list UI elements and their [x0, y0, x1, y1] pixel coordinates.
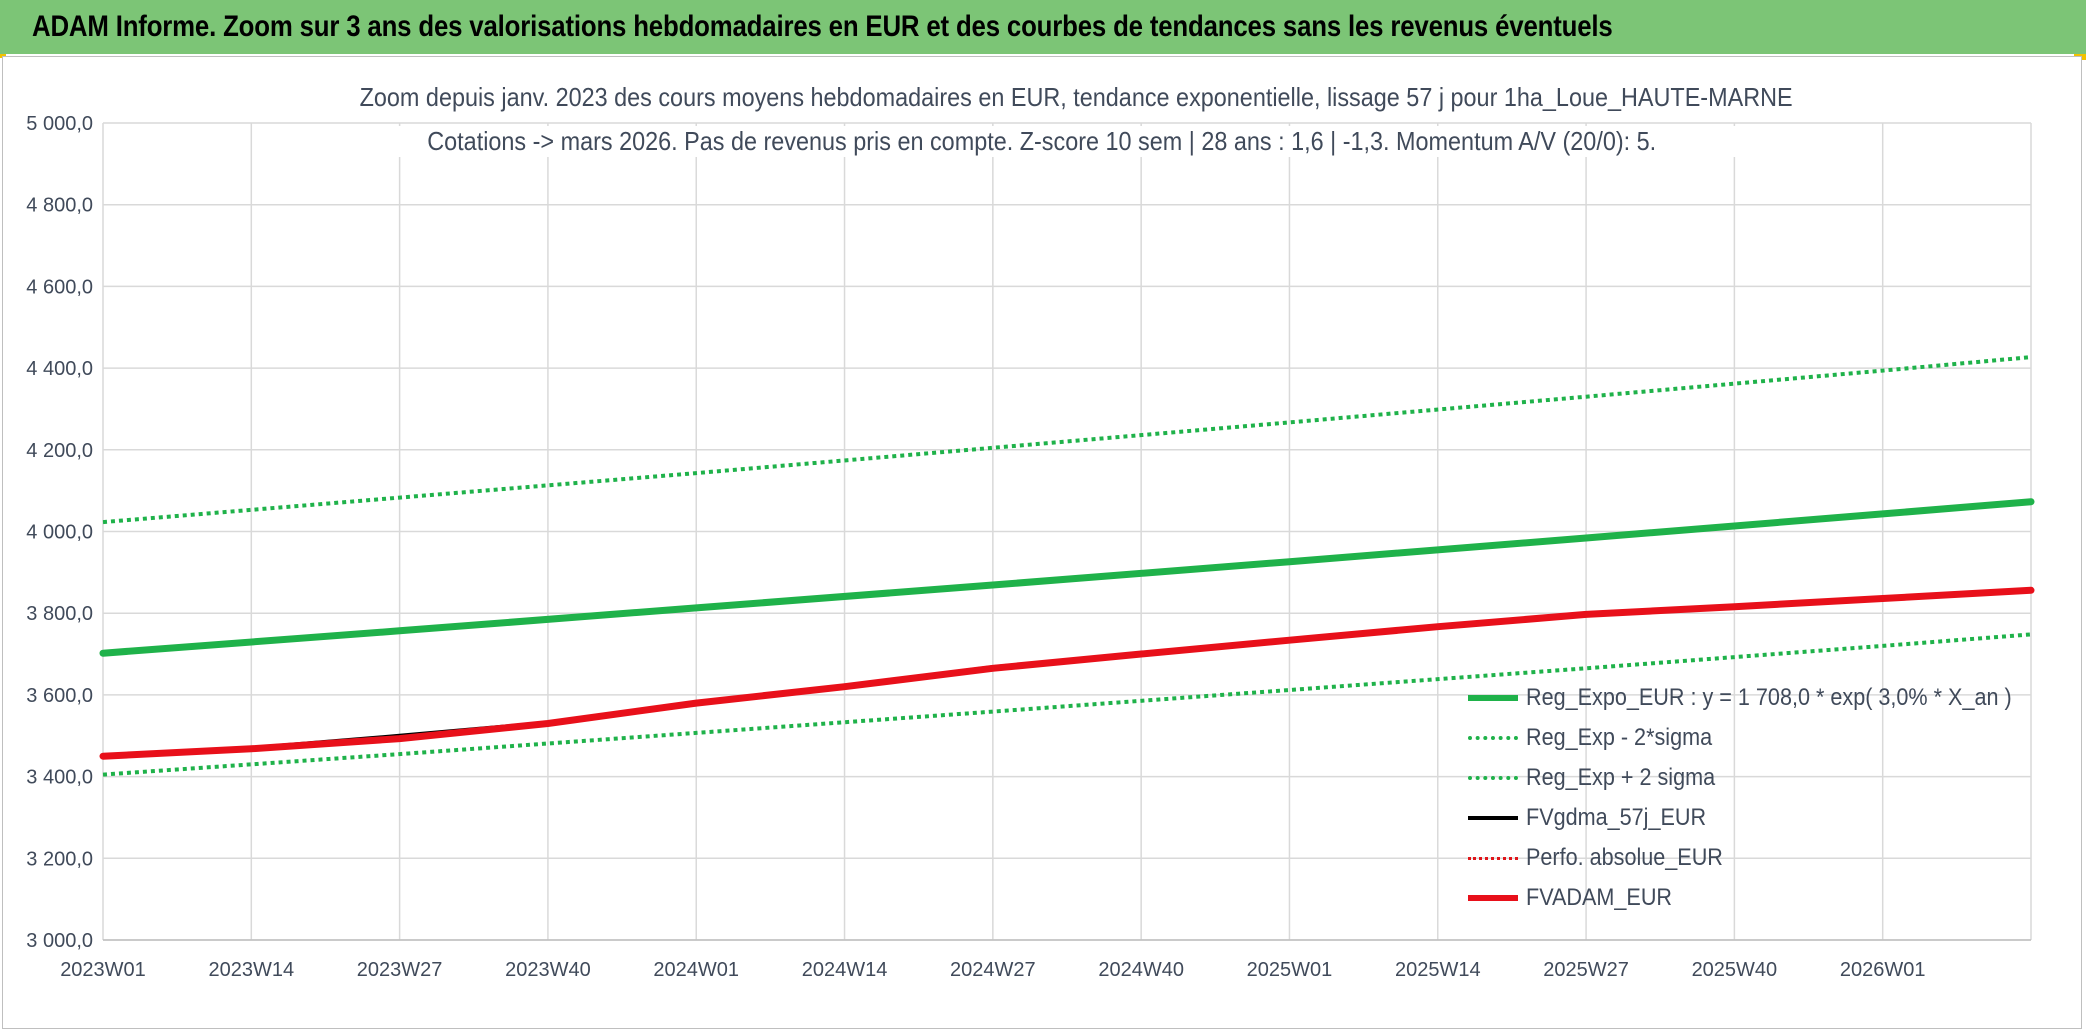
y-tick-label: 3 600,0	[26, 685, 93, 707]
series-line-1	[102, 632, 2032, 777]
line-chart: 3 000,0 3 200,0 3 400,0 3 600,0 3 800,0 4 000…	[26, 113, 2035, 981]
y-tick-label: 4 200,0	[26, 440, 93, 462]
legend-label: Reg_Exp - 2*sigma	[1526, 724, 1713, 751]
chart-legend: Reg_Expo_EUR : y = 1 708,0 * exp( 3,0% *…	[1468, 678, 2038, 918]
legend-item-perfo-absolue: Perfo. absolue_EUR	[1468, 838, 2038, 878]
x-tick-label: 2024W01	[653, 959, 739, 981]
legend-item-fvgdma: FVgdma_57j_EUR	[1468, 798, 2038, 838]
x-tick-label: 2023W14	[208, 959, 294, 981]
series-line-2	[102, 355, 2032, 525]
y-tick-label: 3 200,0	[26, 848, 93, 870]
legend-label: FVADAM_EUR	[1526, 884, 1673, 911]
legend-item-reg-exp-minus: Reg_Exp - 2*sigma	[1468, 718, 2038, 758]
legend-swatch-green-solid	[1468, 695, 1518, 701]
chart-title-line2: Cotations -> mars 2026. Pas de revenus p…	[280, 126, 1804, 157]
x-tick-label: 2025W14	[1395, 959, 1481, 981]
x-tick-label: 2024W40	[1098, 959, 1184, 981]
report-header: ADAM Informe. Zoom sur 3 ans des valoris…	[0, 0, 2086, 54]
y-tick-label: 4 400,0	[26, 358, 93, 380]
legend-swatch-black-solid	[1468, 816, 1518, 820]
legend-label: Reg_Expo_EUR : y = 1 708,0 * exp( 3,0% *…	[1526, 684, 2012, 711]
series-line-5	[99, 586, 2035, 760]
series-layer	[99, 355, 2035, 777]
x-tick-label: 2025W01	[1247, 959, 1333, 981]
x-tick-label: 2025W40	[1692, 959, 1778, 981]
legend-label: Perfo. absolue_EUR	[1526, 844, 1723, 871]
legend-label: Reg_Exp + 2 sigma	[1526, 764, 1716, 791]
chart-title-line1: Zoom depuis janv. 2023 des cours moyens …	[280, 82, 1804, 113]
report-title: ADAM Informe. Zoom sur 3 ans des valoris…	[32, 10, 1613, 43]
legend-swatch-green-dotted	[1468, 776, 1518, 780]
legend-swatch-red-dotted	[1468, 856, 1518, 860]
legend-item-reg-exp-plus: Reg_Exp + 2 sigma	[1468, 758, 2038, 798]
legend-swatch-red-solid	[1468, 895, 1518, 901]
chart-area: 3 000,0 3 200,0 3 400,0 3 600,0 3 800,0 4 000…	[2, 56, 2082, 1029]
legend-item-reg-expo: Reg_Expo_EUR : y = 1 708,0 * exp( 3,0% *…	[1468, 678, 2038, 718]
y-tick-label: 4 600,0	[26, 276, 93, 298]
legend-swatch-green-dotted	[1468, 736, 1518, 740]
y-tick-label: 5 000,0	[26, 113, 93, 135]
x-tick-label: 2024W27	[950, 959, 1036, 981]
y-tick-label: 3 400,0	[26, 767, 93, 789]
x-tick-label: 2023W01	[60, 959, 146, 981]
series-line-0	[99, 498, 2035, 657]
x-tick-label: 2025W27	[1543, 959, 1629, 981]
x-tick-label: 2023W40	[505, 959, 591, 981]
x-tick-label: 2026W01	[1840, 959, 1926, 981]
y-tick-label: 4 800,0	[26, 195, 93, 217]
y-tick-label: 3 800,0	[26, 603, 93, 625]
x-tick-label: 2024W14	[802, 959, 888, 981]
legend-item-fvadam: FVADAM_EUR	[1468, 878, 2038, 918]
y-tick-label: 4 000,0	[26, 522, 93, 544]
y-tick-label: 3 000,0	[26, 930, 93, 952]
legend-label: FVgdma_57j_EUR	[1526, 804, 1707, 831]
x-tick-label: 2023W27	[357, 959, 443, 981]
axis-layer: 3 000,0 3 200,0 3 400,0 3 600,0 3 800,0 4 000…	[26, 113, 2031, 981]
